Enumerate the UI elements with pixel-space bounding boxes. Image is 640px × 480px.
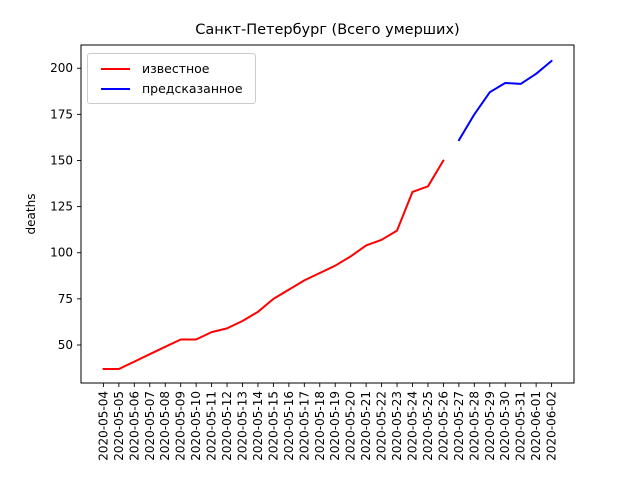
x-tick-label: 2020-05-20 xyxy=(344,391,358,461)
legend: известное предсказанное xyxy=(87,53,256,104)
y-tick-label: 100 xyxy=(50,246,73,260)
x-tick-label: 2020-06-02 xyxy=(545,391,559,461)
x-tick-label: 2020-05-23 xyxy=(390,391,404,461)
x-tick-label: 2020-05-19 xyxy=(328,391,342,461)
x-tick-label: 2020-05-28 xyxy=(467,391,481,461)
x-tick-label: 2020-05-12 xyxy=(220,391,234,461)
x-tick-label: 2020-05-05 xyxy=(112,391,126,461)
legend-item-predicted: предсказанное xyxy=(97,81,243,96)
series-known-line xyxy=(102,159,445,370)
legend-item-known: известное xyxy=(97,61,243,76)
x-tick-label: 2020-05-29 xyxy=(483,391,497,461)
x-tick-label: 2020-05-25 xyxy=(421,391,435,461)
x-tick-label: 2020-05-16 xyxy=(282,391,296,461)
x-tick-label: 2020-05-27 xyxy=(452,391,466,461)
x-tick-label: 2020-05-14 xyxy=(251,391,265,461)
x-tick-label: 2020-05-11 xyxy=(205,391,219,461)
legend-label-known: известное xyxy=(142,61,210,76)
x-tick-label: 2020-05-06 xyxy=(127,391,141,461)
predicted-line-swatch xyxy=(101,87,130,90)
x-tick-label: 2020-05-15 xyxy=(266,391,280,461)
x-tick-label: 2020-05-26 xyxy=(436,391,450,461)
x-tick-label: 2020-05-10 xyxy=(189,391,203,461)
legend-label-predicted: предсказанное xyxy=(142,81,243,96)
x-tick-label: 2020-05-22 xyxy=(375,391,389,461)
x-tick-label: 2020-05-31 xyxy=(514,391,528,461)
y-tick-label: 150 xyxy=(50,153,73,167)
y-tick-label: 200 xyxy=(50,61,73,75)
x-tick-label: 2020-05-24 xyxy=(406,391,420,461)
x-axis-ticks: 2020-05-04 2020-05-05 2020-05-06 2020-05-07… xyxy=(96,383,559,461)
known-line-swatch xyxy=(101,67,130,70)
axes-frame xyxy=(80,44,575,384)
y-tick-label: 175 xyxy=(50,107,73,121)
x-tick-label: 2020-05-18 xyxy=(313,391,327,461)
series-predicted-line xyxy=(457,59,553,142)
x-tick-label: 2020-05-21 xyxy=(359,391,373,461)
x-tick-label: 2020-05-30 xyxy=(498,391,512,461)
x-tick-label: 2020-05-13 xyxy=(236,391,250,461)
y-tick-label: 125 xyxy=(50,200,73,214)
x-tick-label: 2020-05-04 xyxy=(96,391,110,461)
x-tick-label: 2020-05-17 xyxy=(297,391,311,461)
x-tick-label: 2020-05-08 xyxy=(158,391,172,461)
x-tick-label: 2020-06-01 xyxy=(529,391,543,461)
chart-title: Санкт-Петербург (Всего умерших) xyxy=(195,22,460,38)
y-tick-label: 75 xyxy=(58,292,73,306)
y-axis-ticks: 50 75 100 125 150 175 200 xyxy=(50,61,81,352)
x-tick-label: 2020-05-07 xyxy=(143,391,157,461)
x-tick-label: 2020-05-09 xyxy=(174,391,188,461)
y-tick-label: 50 xyxy=(58,338,73,352)
